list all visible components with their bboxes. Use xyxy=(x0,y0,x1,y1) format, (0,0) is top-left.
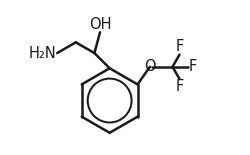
Text: F: F xyxy=(189,59,197,74)
Text: O: O xyxy=(144,59,156,74)
Text: F: F xyxy=(175,79,184,94)
Text: H₂N: H₂N xyxy=(29,46,56,61)
Text: OH: OH xyxy=(89,17,111,31)
Text: F: F xyxy=(175,39,184,54)
